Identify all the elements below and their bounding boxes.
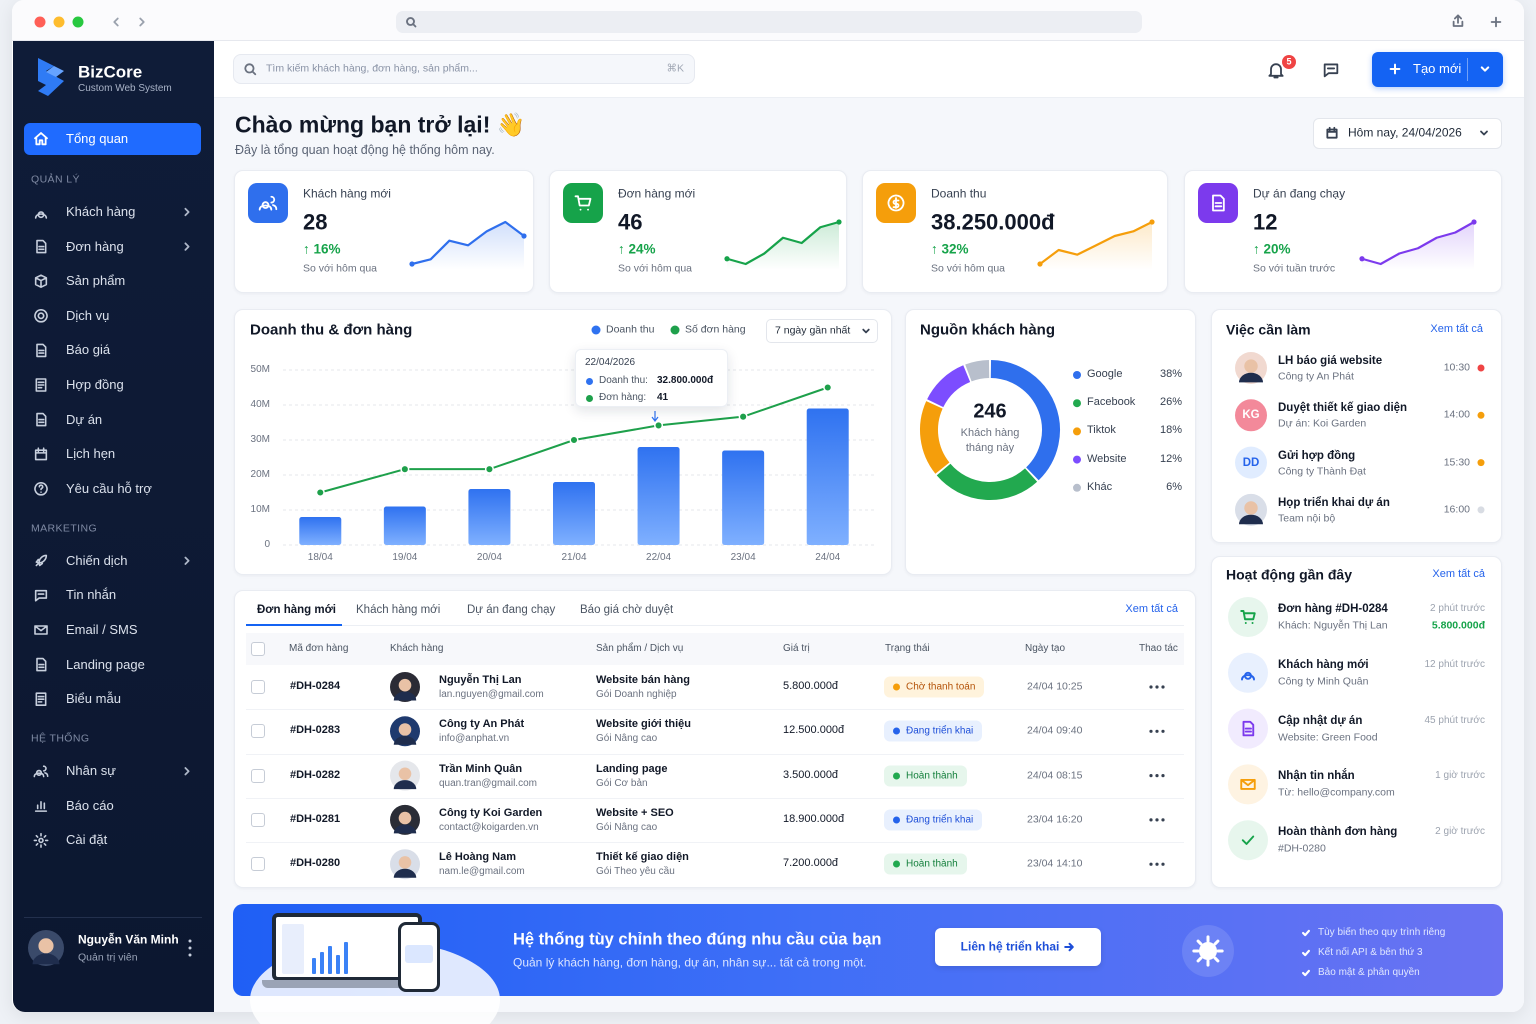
nav-item[interactable] <box>24 438 201 470</box>
checkbox[interactable] <box>251 724 265 739</box>
link[interactable]: Xem tất cả <box>1125 603 1178 616</box>
checkbox[interactable] <box>251 680 265 694</box>
nav-item[interactable] <box>24 824 201 856</box>
row-actions[interactable] <box>1145 766 1169 786</box>
row-actions[interactable] <box>1145 721 1169 741</box>
address-bar[interactable] <box>396 11 1142 33</box>
nav-item[interactable] <box>24 196 201 228</box>
nav-item[interactable] <box>24 790 201 822</box>
checkbox[interactable] <box>251 642 265 656</box>
range-select[interactable] <box>766 319 878 343</box>
nav-item[interactable] <box>24 579 201 611</box>
nav-item[interactable] <box>24 649 201 681</box>
kpi-icon <box>563 183 603 223</box>
tab-indicator <box>246 624 342 626</box>
row-divider <box>246 709 1184 711</box>
illustration-bar <box>344 942 348 974</box>
chart-card <box>234 309 892 575</box>
nav-item[interactable] <box>24 334 201 366</box>
link[interactable]: Xem tất cả <box>1432 568 1485 581</box>
task-row[interactable] <box>1222 393 1492 437</box>
button-divider <box>1467 58 1468 81</box>
illustration-panel <box>282 924 304 974</box>
nav-item[interactable] <box>24 231 201 263</box>
nav-item[interactable] <box>24 614 201 646</box>
link[interactable]: Xem tất cả <box>1430 323 1483 336</box>
activity-card <box>1211 556 1502 888</box>
nav-item[interactable] <box>24 683 201 715</box>
row-divider <box>246 797 1184 799</box>
tab[interactable]: Đơn hàng mới <box>257 603 336 616</box>
row-actions[interactable] <box>1145 854 1169 874</box>
tab[interactable]: Khách hàng mới <box>356 603 441 616</box>
nav-item[interactable] <box>24 404 201 436</box>
illustration-bar <box>336 955 340 974</box>
task-row[interactable] <box>1222 441 1492 485</box>
sidebar <box>13 41 214 1012</box>
sidebar-divider <box>24 917 202 918</box>
nav-item[interactable] <box>24 755 201 787</box>
row-divider <box>246 753 1184 755</box>
chart-card <box>905 309 1196 575</box>
tab[interactable]: Báo giá chờ duyệt <box>580 603 674 616</box>
row-actions[interactable] <box>1145 677 1169 697</box>
nav-item[interactable] <box>24 300 201 332</box>
table-header <box>246 633 1184 665</box>
date-picker[interactable] <box>1313 118 1502 149</box>
tab-line <box>246 625 1184 626</box>
kpi-icon <box>248 183 288 223</box>
illustration-bar <box>312 958 316 974</box>
laptop-base <box>262 980 434 988</box>
phone-chart <box>405 945 433 963</box>
nav-item[interactable] <box>24 265 201 297</box>
create-button[interactable] <box>1372 52 1503 87</box>
nav-item-active[interactable] <box>24 123 201 155</box>
illustration-bar <box>328 946 332 974</box>
task-row[interactable] <box>1222 346 1492 390</box>
banner-button[interactable] <box>935 928 1101 966</box>
kpi-icon <box>876 183 916 223</box>
search-box[interactable] <box>233 54 695 84</box>
row-actions[interactable] <box>1145 810 1169 830</box>
nav-item[interactable] <box>24 369 201 401</box>
checkbox[interactable] <box>251 768 265 783</box>
tab[interactable]: Dự án đang chạy <box>467 603 556 616</box>
nav-item[interactable] <box>24 545 201 577</box>
kpi-icon <box>1198 183 1238 223</box>
row-divider <box>246 842 1184 844</box>
checkbox[interactable] <box>251 812 265 827</box>
messages-button[interactable] <box>1317 56 1345 84</box>
illustration-bar <box>320 952 324 974</box>
task-row[interactable] <box>1222 488 1492 532</box>
nav-item[interactable] <box>24 473 201 505</box>
checkbox[interactable] <box>251 857 265 872</box>
notification-button[interactable] <box>1262 56 1290 84</box>
